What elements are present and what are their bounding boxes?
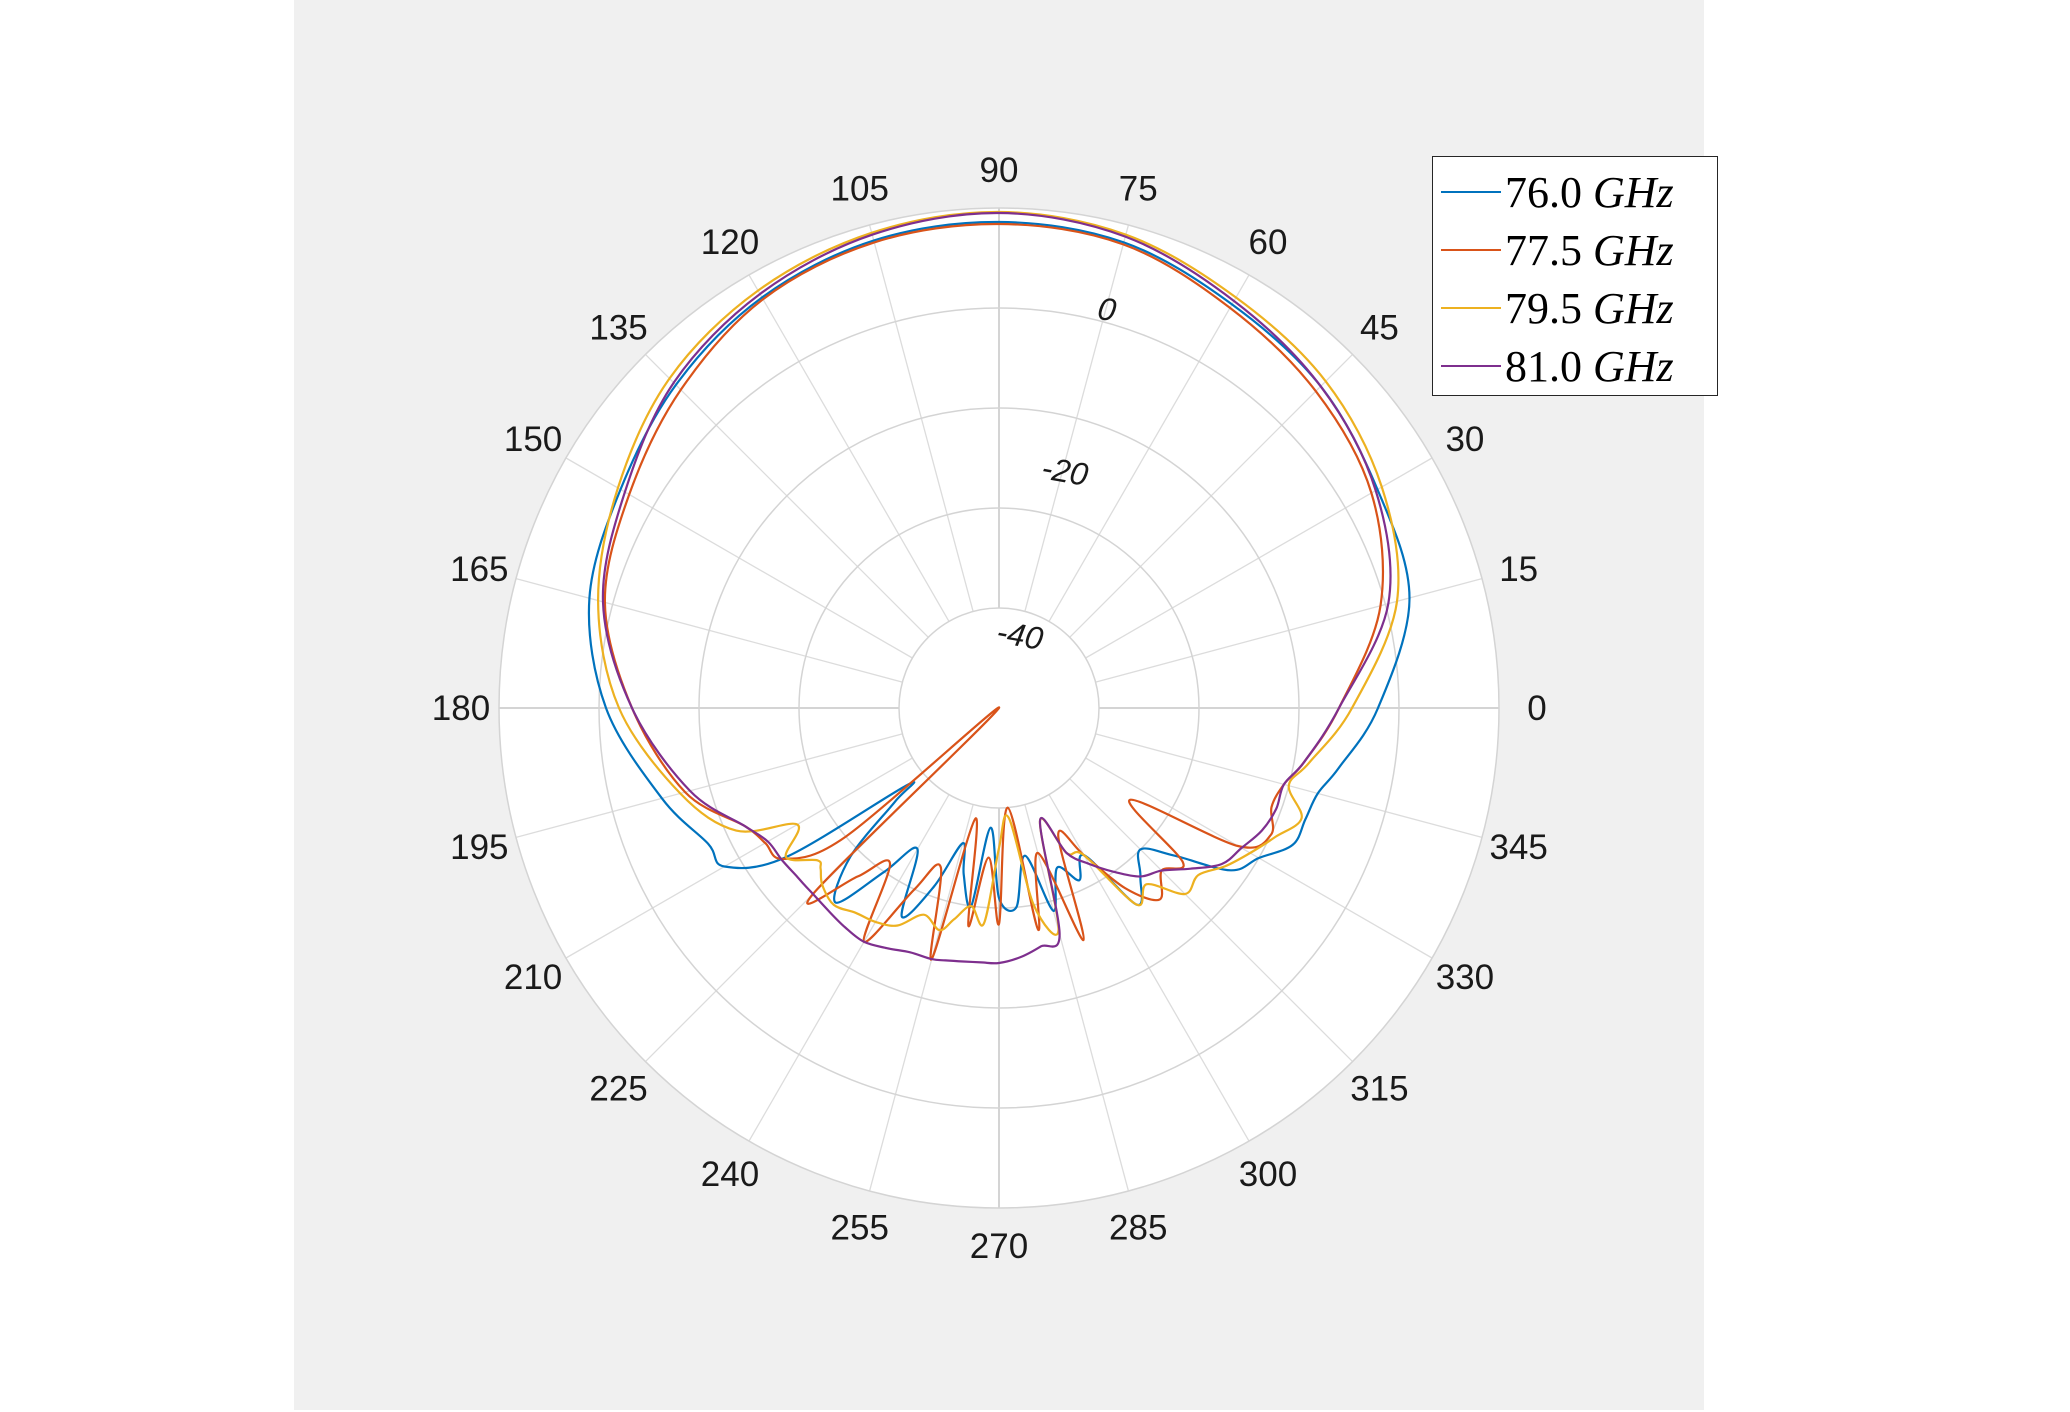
r-tick-label: -40 xyxy=(994,613,1046,657)
theta-tick-label: 315 xyxy=(1350,1069,1408,1108)
theta-tick-label: 300 xyxy=(1239,1155,1297,1194)
theta-tick-label: 210 xyxy=(504,958,562,997)
theta-tick-label: 45 xyxy=(1360,309,1399,348)
r-tick-labels: -40 -20 0 xyxy=(994,290,1119,657)
theta-tick-label: 345 xyxy=(1489,828,1547,867)
theta-tick-label: 90 xyxy=(980,151,1019,190)
theta-tick-label: 195 xyxy=(450,828,508,867)
r-gridline-ring xyxy=(498,207,1500,1209)
r-gridline-ring xyxy=(798,507,1200,909)
legend-number: 81.0 xyxy=(1505,341,1582,391)
theta-tick-label: 225 xyxy=(589,1069,647,1108)
legend-number: 76.0 xyxy=(1505,167,1582,217)
r-gridline-ring xyxy=(598,307,1400,1109)
legend-unit: GHz xyxy=(1593,341,1674,391)
series-line-77-5-ghz xyxy=(603,222,1385,961)
legend-line-swatch xyxy=(1441,307,1501,309)
legend: 76.0 GHz 77.5 GHz 79.5 GHz 81.0 GHz xyxy=(1432,156,1718,396)
r-tick-label: -20 xyxy=(1039,449,1091,493)
theta-tick-label: 75 xyxy=(1119,169,1158,208)
series-group xyxy=(587,210,1411,965)
legend-item-76-0[interactable]: 76.0 GHz xyxy=(1441,163,1717,221)
theta-tick-label: 120 xyxy=(701,223,759,262)
theta-tick-label: 0 xyxy=(1527,689,1546,728)
legend-line-swatch xyxy=(1441,365,1501,367)
legend-item-77-5[interactable]: 77.5 GHz xyxy=(1441,221,1717,279)
theta-tick-label: 270 xyxy=(970,1227,1028,1266)
legend-item-81-0[interactable]: 81.0 GHz xyxy=(1441,337,1717,395)
r-tick-label: 0 xyxy=(1095,290,1119,329)
theta-tick-label: 30 xyxy=(1445,420,1484,459)
theta-tick-label: 165 xyxy=(450,550,508,589)
legend-unit: GHz xyxy=(1593,283,1674,333)
theta-tick-label: 285 xyxy=(1109,1209,1167,1248)
r-gridline-ring xyxy=(898,607,1100,809)
theta-tick-label: 60 xyxy=(1249,223,1288,262)
theta-tick-label: 240 xyxy=(701,1155,759,1194)
r-gridline-ring xyxy=(698,407,1300,1009)
polar-grid xyxy=(498,207,1500,1209)
theta-tick-label: 105 xyxy=(831,169,889,208)
legend-unit: GHz xyxy=(1593,225,1674,275)
series-line-81-0-ghz xyxy=(601,211,1392,965)
theta-tick-label: 255 xyxy=(831,1209,889,1248)
legend-line-swatch xyxy=(1441,191,1501,193)
theta-tick-label: 15 xyxy=(1499,550,1538,589)
theta-tick-label: 135 xyxy=(589,309,647,348)
theta-tick-labels: 0 15 30 45 60 75 90 105 120 135 150 165 180 195 210 225… xyxy=(432,151,1548,1266)
legend-number: 77.5 xyxy=(1505,225,1582,275)
legend-unit: GHz xyxy=(1593,167,1674,217)
theta-tick-label: 330 xyxy=(1436,958,1494,997)
legend-number: 79.5 xyxy=(1505,283,1582,333)
legend-item-79-5[interactable]: 79.5 GHz xyxy=(1441,279,1717,337)
theta-tick-label: 150 xyxy=(504,420,562,459)
legend-line-swatch xyxy=(1441,249,1501,251)
theta-tick-label: 180 xyxy=(432,689,490,728)
series-line-76-0-ghz xyxy=(587,220,1411,919)
